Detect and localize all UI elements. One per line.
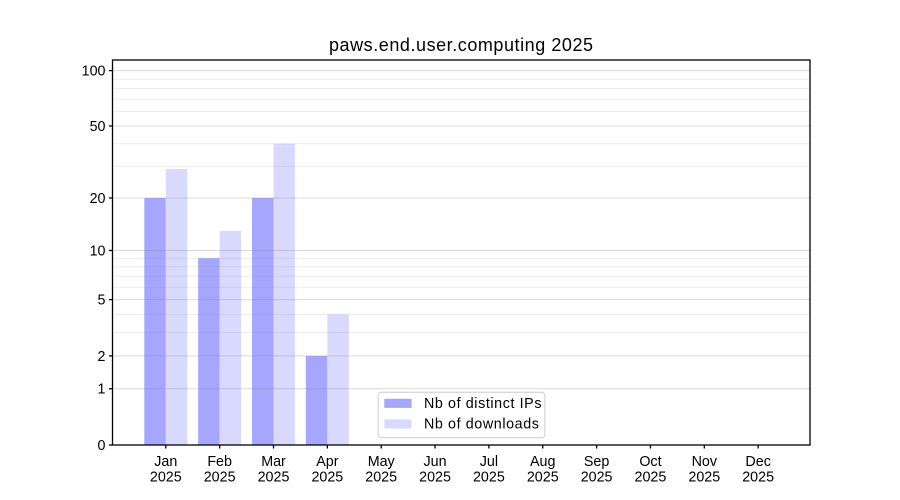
svg-text:100: 100: [82, 64, 106, 80]
svg-text:2025: 2025: [365, 470, 397, 486]
svg-text:50: 50: [90, 119, 106, 135]
svg-text:paws.end.user.computing 2025: paws.end.user.computing 2025: [329, 35, 594, 55]
svg-text:Nb of downloads: Nb of downloads: [424, 417, 540, 433]
svg-text:Oct: Oct: [639, 454, 661, 470]
svg-text:10: 10: [90, 243, 106, 259]
svg-text:Jun: Jun: [424, 454, 447, 470]
svg-text:2025: 2025: [419, 470, 451, 486]
svg-text:5: 5: [98, 293, 106, 309]
svg-text:Dec: Dec: [745, 454, 770, 470]
svg-text:2025: 2025: [742, 470, 774, 486]
svg-text:2025: 2025: [258, 470, 290, 486]
svg-text:2025: 2025: [688, 470, 720, 486]
svg-text:2025: 2025: [150, 470, 182, 486]
svg-text:Nb of distinct IPs: Nb of distinct IPs: [424, 396, 542, 412]
svg-text:2: 2: [98, 349, 106, 365]
svg-text:May: May: [368, 454, 396, 470]
svg-text:2025: 2025: [204, 470, 236, 486]
svg-text:Nov: Nov: [692, 454, 718, 470]
svg-text:Feb: Feb: [207, 454, 232, 470]
svg-text:2025: 2025: [473, 470, 505, 486]
svg-text:Jul: Jul: [480, 454, 498, 470]
svg-text:Jan: Jan: [154, 454, 177, 470]
svg-text:Aug: Aug: [530, 454, 555, 470]
svg-text:2025: 2025: [635, 470, 667, 486]
svg-text:0: 0: [98, 438, 106, 454]
svg-text:1: 1: [98, 382, 106, 398]
svg-text:20: 20: [90, 191, 106, 207]
svg-text:2025: 2025: [527, 470, 559, 486]
svg-text:2025: 2025: [311, 470, 343, 486]
svg-text:Mar: Mar: [261, 454, 286, 470]
svg-text:Apr: Apr: [316, 454, 338, 470]
svg-text:Sep: Sep: [584, 454, 609, 470]
svg-text:2025: 2025: [581, 470, 613, 486]
